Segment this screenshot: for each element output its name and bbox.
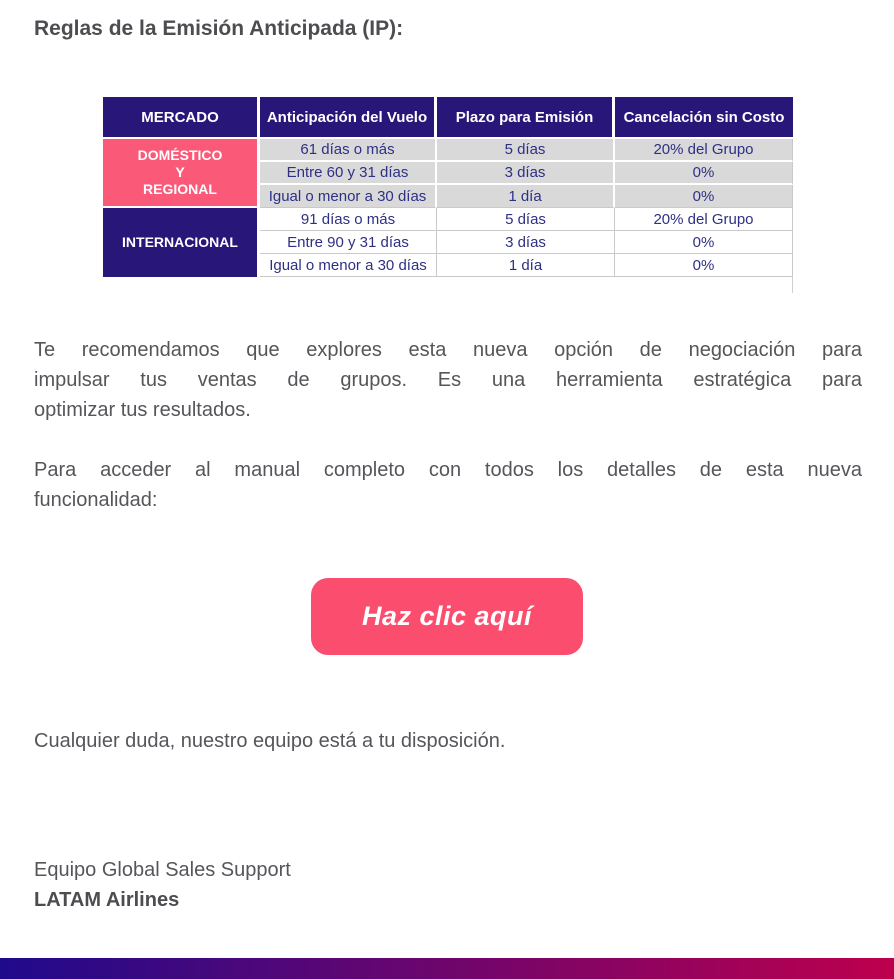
cell-plazo: 5 días [437,139,615,162]
closing-text: Cualquier duda, nuestro equipo está a tu… [34,730,506,752]
cell-cancelacion: 0% [615,254,793,277]
signature-block: Equipo Global Sales Support LATAM Airlin… [34,855,894,915]
table-row: INTERNACIONAL 91 días o más 5 días 20% d… [103,208,793,277]
cell-plazo: 1 día [437,254,615,277]
cell-cancelacion: 20% del Grupo [615,208,793,231]
table-row: Entre 90 y 31 días 3 días 0% [103,231,793,254]
rules-table-wrapper: MERCADO Anticipación del Vuelo Plazo par… [103,97,793,293]
cta-button-row: Haz clic aquí [0,578,894,655]
paragraph-line: Te recomendamos que explores esta nueva … [34,339,862,361]
paragraph-line: optimizar tus resultados. [34,399,251,421]
paragraph-recommendation: Te recomendamos que explores esta nueva … [34,335,862,425]
table-header-row: MERCADO Anticipación del Vuelo Plazo par… [103,97,793,139]
paragraph-line: Para acceder al manual completo con todo… [34,459,862,481]
cell-anticipacion: Igual o menor a 30 días [260,185,437,208]
market-line: REGIONAL [143,181,217,197]
brand-gradient-bar [0,958,894,979]
paragraph-manual-access: Para acceder al manual completo con todo… [34,455,862,515]
market-line: DOMÉSTICO [137,147,223,163]
market-line: Y [175,164,185,180]
header-plazo: Plazo para Emisión [437,97,615,139]
table-row: Igual o menor a 30 días 1 día 0% [103,185,793,208]
table-row: Entre 60 y 31 días 3 días 0% [103,162,793,185]
table-row: Igual o menor a 30 días 1 día 0% [103,254,793,277]
signature-company: LATAM Airlines [34,889,180,911]
header-anticipacion: Anticipación del Vuelo [260,97,437,139]
paragraph-line: impulsar tus ventas de grupos. Es una he… [34,369,862,391]
cell-plazo: 3 días [437,231,615,254]
rules-table: MERCADO Anticipación del Vuelo Plazo par… [103,97,793,277]
cell-plazo: 1 día [437,185,615,208]
table-row: DOMÉSTICO Y REGIONAL 61 días o más 5 día… [103,139,793,208]
cell-anticipacion: Entre 60 y 31 días [260,162,437,185]
cell-plazo: 3 días [437,162,615,185]
market-cell-internacional: INTERNACIONAL [103,208,260,277]
cell-anticipacion: Entre 90 y 31 días [260,231,437,254]
cell-cancelacion: 0% [615,162,793,185]
header-mercado: MERCADO [103,97,260,139]
paragraph-line: funcionalidad: [34,489,158,511]
cell-anticipacion: 61 días o más [260,139,437,162]
cell-cancelacion: 0% [615,185,793,208]
cell-anticipacion: 91 días o más [260,208,437,231]
cta-button[interactable]: Haz clic aquí [311,578,583,655]
table-right-edge-line [792,277,793,293]
cell-anticipacion: Igual o menor a 30 días [260,254,437,277]
cell-cancelacion: 0% [615,231,793,254]
header-cancelacion: Cancelación sin Costo [615,97,793,139]
cell-plazo: 5 días [437,208,615,231]
market-cell-domestico-regional: DOMÉSTICO Y REGIONAL [103,139,260,208]
signature-team: Equipo Global Sales Support [34,859,291,881]
cell-cancelacion: 20% del Grupo [615,139,793,162]
page-title: Reglas de la Emisión Anticipada (IP): [34,17,404,40]
